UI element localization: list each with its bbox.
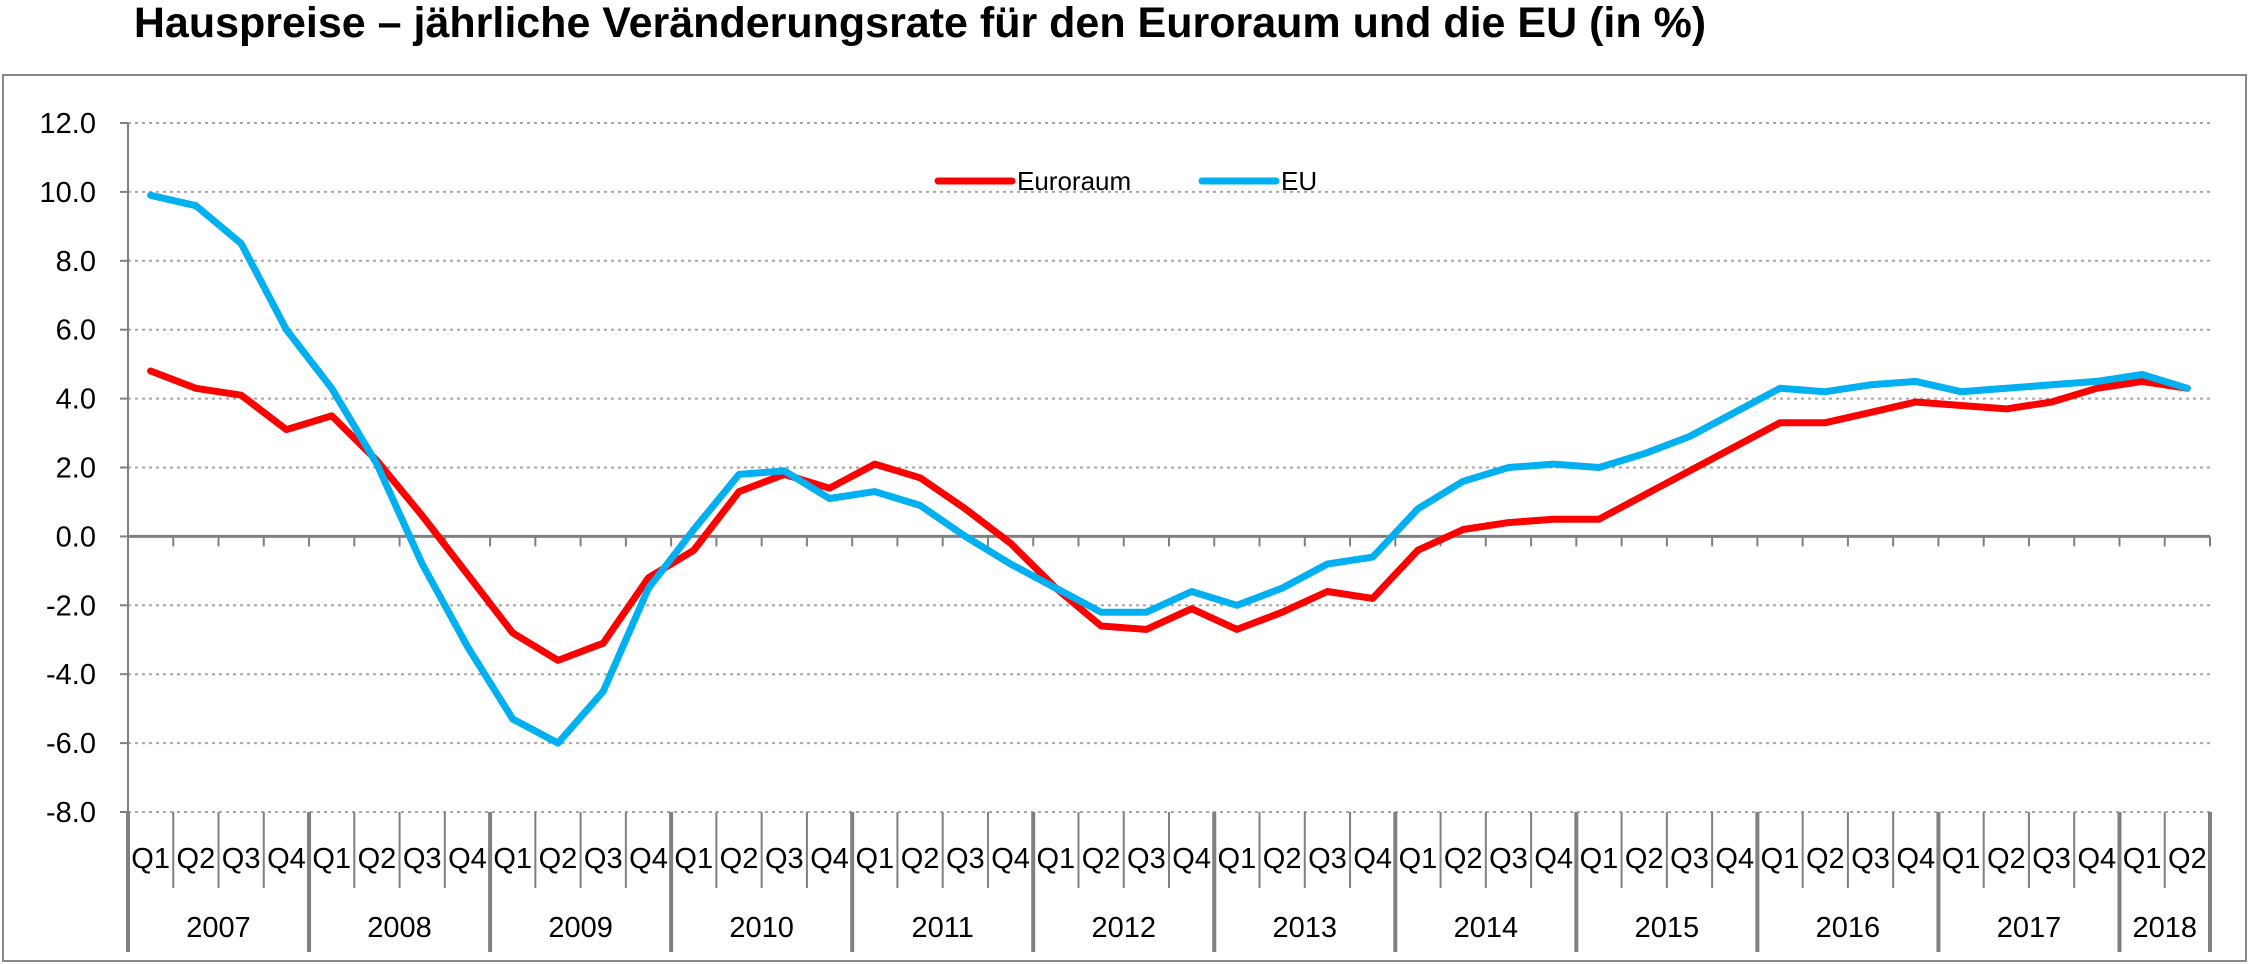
legend: Euroraum EU	[934, 166, 1317, 196]
year-label: 2008	[367, 912, 432, 944]
quarter-label: Q3	[403, 843, 442, 875]
quarter-label: Q2	[1263, 843, 1302, 875]
quarter-label: Q3	[222, 843, 261, 875]
quarter-label: Q3	[1489, 843, 1528, 875]
quarter-label: Q4	[629, 843, 668, 875]
quarter-label: Q3	[1670, 843, 1709, 875]
quarter-label: Q1	[493, 843, 532, 875]
quarter-label: Q2	[720, 843, 759, 875]
quarter-label: Q1	[855, 843, 894, 875]
y-tick-label: 4.0	[56, 384, 96, 416]
quarter-label: Q2	[539, 843, 578, 875]
quarter-label: Q1	[2123, 843, 2162, 875]
quarter-label: Q1	[131, 843, 170, 875]
quarter-label: Q4	[2078, 843, 2117, 875]
quarter-label: Q2	[2168, 843, 2207, 875]
year-label: 2007	[186, 912, 251, 944]
series-line-euroraum	[147, 367, 2191, 664]
quarter-label: Q2	[1625, 843, 1664, 875]
y-tick-label: -8.0	[46, 797, 96, 829]
quarter-label: Q2	[358, 843, 397, 875]
y-tick-labels: 12.0 10.0 8.0 6.0 4.0 2.0 0.0 -2.0 -4.0 -6.0 -8.0	[40, 108, 96, 829]
quarter-label: Q2	[177, 843, 216, 875]
series-line-eu	[147, 191, 2191, 747]
quarter-label: Q4	[810, 843, 849, 875]
quarter-label: Q3	[1308, 843, 1347, 875]
y-tick-label: -2.0	[46, 590, 96, 622]
quarter-label: Q2	[1806, 843, 1845, 875]
quarter-label: Q4	[267, 843, 306, 875]
quarter-label: Q1	[312, 843, 351, 875]
quarter-label: Q2	[1444, 843, 1483, 875]
quarter-label: Q1	[1761, 843, 1800, 875]
quarter-label: Q3	[1851, 843, 1890, 875]
legend-label: EU	[1281, 166, 1317, 196]
y-tick-label: 0.0	[56, 521, 96, 553]
quarter-label: Q4	[1353, 843, 1392, 875]
quarter-label: Q1	[1037, 843, 1076, 875]
year-label: 2015	[1635, 912, 1700, 944]
y-tick-label: -4.0	[46, 659, 96, 691]
quarter-label: Q3	[584, 843, 623, 875]
year-label: 2018	[2132, 912, 2197, 944]
quarter-label: Q4	[1715, 843, 1754, 875]
y-tick-label: 6.0	[56, 315, 96, 347]
y-tick-label: -6.0	[46, 728, 96, 760]
quarter-label: Q2	[1987, 843, 2026, 875]
quarter-label: Q4	[1534, 843, 1573, 875]
y-tick-label: 2.0	[56, 453, 96, 485]
year-label: 2012	[1091, 912, 1156, 944]
year-label: 2013	[1273, 912, 1338, 944]
y-tick-label: 8.0	[56, 246, 96, 278]
year-label: 2016	[1816, 912, 1881, 944]
quarter-label: Q1	[1942, 843, 1981, 875]
year-label: 2010	[729, 912, 794, 944]
quarter-label: Q1	[1218, 843, 1257, 875]
quarter-label: Q4	[448, 843, 487, 875]
quarter-label: Q2	[1082, 843, 1121, 875]
quarter-label: Q3	[1127, 843, 1166, 875]
quarter-label: Q4	[1172, 843, 1211, 875]
quarter-label: Q3	[765, 843, 804, 875]
year-label: 2014	[1454, 912, 1519, 944]
quarter-label: Q1	[1580, 843, 1619, 875]
quarter-label: Q3	[946, 843, 985, 875]
quarter-label: Q1	[1399, 843, 1438, 875]
y-tick-label: 12.0	[40, 108, 96, 140]
x-tick-labels: Q1 Q2 Q3 Q4 Q1 Q2 Q3 Q4 Q1 Q2 Q3 Q4 Q1 Q2 Q3 Q4 Q1 Q2 Q3 Q4…	[131, 843, 2206, 944]
quarter-label: Q1	[674, 843, 713, 875]
axes	[120, 122, 2212, 952]
quarter-label: Q4	[991, 843, 1030, 875]
series-lines	[147, 191, 2191, 747]
legend-label: Euroraum	[1017, 166, 1131, 196]
quarter-label: Q4	[1896, 843, 1935, 875]
y-tick-label: 10.0	[40, 177, 96, 209]
year-label: 2017	[1997, 912, 2062, 944]
quarter-label: Q3	[2032, 843, 2071, 875]
chart-title: Hauspreise – jährliche Veränderungsrate …	[133, 0, 1707, 47]
year-label: 2009	[548, 912, 613, 944]
quarter-label: Q2	[901, 843, 940, 875]
year-label: 2011	[912, 912, 974, 944]
